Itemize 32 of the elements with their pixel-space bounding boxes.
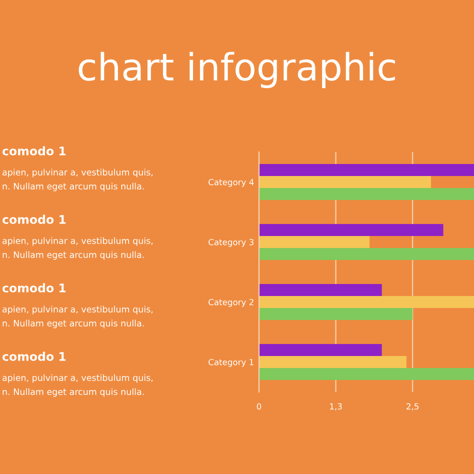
- text: comodo 1: [2, 352, 66, 361]
- bar: [259, 284, 382, 296]
- text: n. Nullam eget arcum quis nulla.: [2, 388, 144, 397]
- y-tick-label: Category 4: [208, 178, 254, 187]
- y-tick-label: Category 1: [208, 358, 254, 367]
- x-tick-label: 2,5: [406, 403, 418, 410]
- x-tick-label: 1,3: [330, 403, 342, 410]
- bar: [259, 368, 474, 380]
- bar: [259, 248, 474, 260]
- text: n. Nullam eget arcum quis nulla.: [2, 320, 144, 328]
- text: n. Nullam eget arcum quis nulla.: [2, 251, 144, 260]
- text: n. Nullam eget arcum quis nulla.: [2, 182, 144, 192]
- text: comodo 1: [2, 146, 66, 156]
- text: comodo 1: [2, 283, 66, 292]
- x-tick-label: 0: [256, 403, 262, 410]
- y-tick-label: Category 3: [208, 238, 254, 247]
- bar: [259, 224, 444, 236]
- bar: [259, 236, 370, 248]
- bar: [259, 356, 406, 368]
- bar: [259, 164, 474, 176]
- text: comodo 1: [2, 214, 66, 224]
- bar: [259, 188, 474, 200]
- bar: [259, 176, 431, 188]
- text: apien, pulvinar a, vestibulum quis,: [2, 168, 153, 178]
- chart-title: chart infographic: [78, 52, 395, 88]
- text: apien, pulvinar a, vestibulum quis,: [2, 237, 153, 246]
- text: apien, pulvinar a, vestibulum quis,: [2, 374, 153, 383]
- bar: [259, 308, 413, 320]
- bar: [259, 344, 382, 356]
- text: apien, pulvinar a, vestibulum quis,: [2, 306, 153, 314]
- y-tick-label: Category 2: [208, 298, 254, 307]
- bar: [259, 296, 474, 308]
